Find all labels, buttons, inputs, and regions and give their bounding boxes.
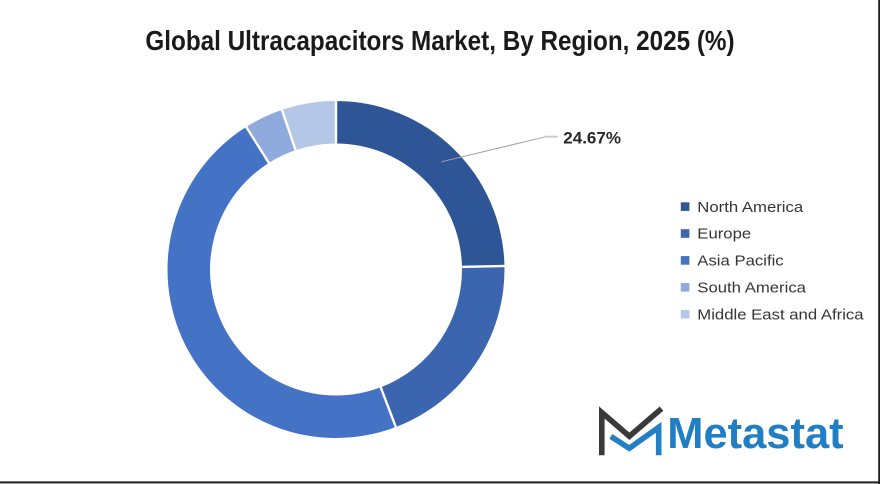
svg-text:Metastat: Metastat <box>667 409 844 458</box>
svg-text:Europe: Europe <box>697 227 751 243</box>
svg-text:North America: North America <box>697 200 803 216</box>
svg-text:South America: South America <box>697 280 806 296</box>
svg-text:Middle East and Africa: Middle East and Africa <box>697 307 864 323</box>
svg-text:Asia Pacific: Asia Pacific <box>697 254 784 270</box>
svg-text:Global Ultracapacitors Market,: Global Ultracapacitors Market, By Region… <box>145 24 734 56</box>
svg-text:24.67%: 24.67% <box>563 129 621 148</box>
